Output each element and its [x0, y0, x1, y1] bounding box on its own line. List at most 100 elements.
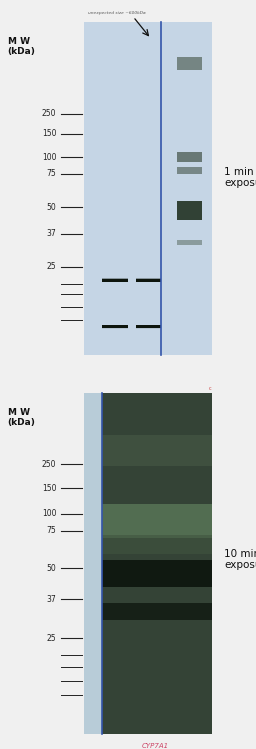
Bar [102, 279, 128, 281]
Bar [102, 325, 128, 327]
Text: 150: 150 [42, 484, 56, 493]
Bar [136, 325, 161, 327]
Bar [102, 279, 128, 281]
Text: 10 min
exposure: 10 min exposure [224, 549, 256, 570]
Bar [136, 279, 161, 281]
Bar [102, 392, 212, 734]
Bar [136, 326, 161, 328]
Bar [136, 279, 161, 281]
Bar [136, 326, 161, 328]
Bar [102, 326, 128, 327]
Bar [177, 240, 202, 245]
Bar [136, 327, 161, 328]
Bar [136, 325, 161, 327]
Bar [102, 325, 128, 327]
Bar [136, 279, 161, 281]
Bar [84, 22, 212, 355]
Bar [136, 279, 161, 281]
Bar [102, 279, 128, 281]
Bar [102, 279, 128, 281]
Bar [136, 325, 161, 327]
Bar [136, 327, 161, 328]
Bar [102, 503, 212, 538]
Bar [136, 279, 161, 280]
Bar [102, 279, 128, 281]
Bar [102, 326, 128, 328]
Text: 250: 250 [42, 109, 56, 118]
Bar [102, 280, 128, 282]
Bar [136, 279, 161, 281]
Bar [136, 279, 161, 282]
Bar [102, 326, 128, 328]
Bar [102, 327, 128, 328]
Bar [102, 279, 128, 282]
Bar [102, 279, 128, 281]
Bar [102, 279, 128, 281]
Bar [136, 279, 161, 280]
Bar [136, 280, 161, 282]
Bar [84, 392, 212, 734]
Bar [136, 326, 161, 328]
Bar [102, 279, 128, 282]
Bar [136, 280, 161, 282]
Bar [102, 279, 128, 281]
Bar [136, 279, 161, 281]
Bar [136, 279, 161, 281]
Bar [102, 325, 128, 327]
Bar [136, 279, 161, 281]
Text: M W
(kDa): M W (kDa) [8, 37, 36, 56]
Bar [102, 326, 128, 327]
Text: 150: 150 [42, 130, 56, 139]
Bar [102, 325, 128, 327]
Bar [102, 279, 128, 281]
Bar [102, 327, 128, 329]
Bar [102, 325, 128, 327]
Bar [136, 327, 161, 329]
Bar [102, 280, 128, 282]
Text: 25: 25 [47, 634, 56, 643]
Bar [102, 279, 128, 281]
Bar [102, 279, 128, 282]
Bar [136, 279, 161, 281]
Bar [136, 327, 161, 329]
Bar [177, 167, 202, 174]
Bar [136, 279, 161, 280]
Bar [136, 279, 161, 280]
Text: CYP7A1: CYP7A1 [141, 743, 168, 749]
Bar [102, 325, 128, 327]
Bar [84, 392, 102, 734]
Text: 75: 75 [47, 169, 56, 178]
Bar [102, 279, 128, 282]
Bar [136, 279, 161, 280]
Bar [102, 279, 128, 281]
Text: 75: 75 [47, 527, 56, 536]
Bar [102, 279, 128, 280]
Bar [136, 279, 161, 282]
Bar [136, 280, 161, 282]
Text: 250: 250 [42, 460, 56, 469]
Bar [102, 327, 128, 328]
Bar [177, 201, 202, 219]
Bar [136, 324, 161, 327]
Bar [136, 325, 161, 327]
Bar [136, 279, 161, 282]
Bar [102, 435, 212, 466]
Bar [102, 560, 212, 587]
Text: c: c [209, 386, 211, 391]
Bar [102, 326, 128, 328]
Bar [102, 326, 128, 328]
Bar [136, 280, 161, 282]
Text: 37: 37 [47, 595, 56, 604]
Bar [136, 279, 161, 281]
Bar [136, 326, 161, 328]
Text: 25: 25 [47, 262, 56, 271]
Bar [102, 536, 212, 554]
Bar [136, 326, 161, 327]
Bar [136, 326, 161, 328]
Bar [102, 279, 128, 280]
Bar [102, 602, 212, 619]
Text: 37: 37 [47, 229, 56, 238]
Bar [136, 279, 161, 281]
Bar [102, 280, 128, 282]
Bar [102, 326, 128, 327]
